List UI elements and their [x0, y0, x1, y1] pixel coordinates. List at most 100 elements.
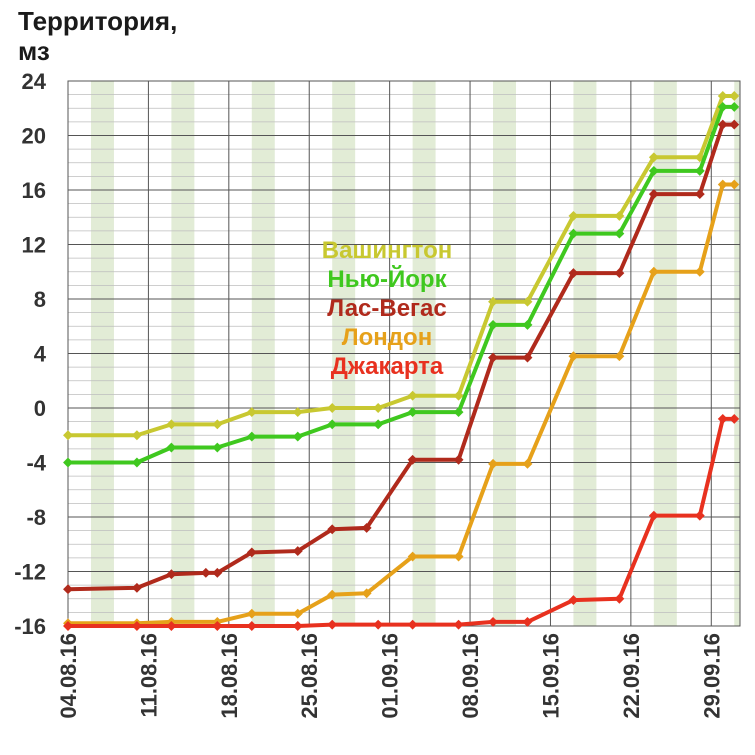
series-point-4 — [212, 621, 223, 631]
series-point-2 — [568, 268, 579, 279]
series-line-4 — [68, 416, 735, 628]
series-point-0 — [63, 430, 73, 441]
series-point-1 — [246, 431, 257, 442]
series-point-1 — [212, 442, 223, 453]
legend-item-london: Лондон — [341, 324, 433, 351]
x-tick-label: 15.09.16 — [538, 633, 563, 719]
series-point-2 — [212, 567, 223, 578]
series-point-4 — [729, 413, 740, 424]
series-point-4 — [246, 621, 257, 631]
series-point-0 — [568, 210, 579, 221]
series-point-1 — [648, 165, 659, 176]
series-point-4 — [614, 593, 625, 604]
legend: Вашингтон Нью-Йорк Лас-Вегас Лондон Джак… — [292, 236, 482, 381]
x-tick-label: 01.09.16 — [378, 633, 403, 719]
series-point-4 — [648, 510, 659, 521]
series-point-3 — [246, 608, 257, 619]
series-point-0 — [522, 296, 533, 307]
series-line-3 — [68, 182, 735, 626]
series-point-1 — [729, 101, 740, 112]
series-point-4 — [166, 621, 177, 631]
x-tick-label: 04.08.16 — [56, 633, 81, 719]
series-point-1 — [292, 431, 303, 442]
x-tick-label: 11.08.16 — [136, 633, 161, 717]
series-point-3 — [488, 458, 498, 469]
series-point-4 — [488, 616, 498, 627]
y-tick-label: 12 — [22, 233, 46, 258]
y-axis-title: Территория, мз — [18, 6, 177, 66]
series-point-4 — [63, 621, 73, 631]
y-tick-label: 16 — [22, 178, 46, 203]
series-point-2 — [63, 584, 73, 595]
series-point-1 — [373, 419, 384, 430]
series-point-0 — [453, 390, 464, 401]
series-point-3 — [694, 266, 705, 277]
series-point-4 — [522, 616, 533, 627]
x-tick-label: 18.08.16 — [217, 633, 242, 719]
series-point-3 — [361, 588, 372, 599]
series-point-0 — [407, 390, 418, 401]
series-point-4 — [327, 619, 338, 630]
series-point-2 — [648, 189, 659, 200]
series-point-0 — [373, 403, 384, 413]
series-point-2 — [522, 352, 533, 363]
series-point-3 — [717, 179, 728, 190]
series-point-0 — [614, 210, 625, 221]
series-point-1 — [131, 457, 142, 468]
series-point-1 — [63, 457, 73, 468]
series-point-2 — [488, 352, 498, 363]
series-point-1 — [166, 442, 177, 453]
series-point-0 — [488, 296, 498, 307]
series-point-0 — [327, 403, 338, 413]
series-point-0 — [648, 152, 659, 163]
y-tick-label: 24 — [22, 69, 47, 94]
series-point-3 — [522, 458, 533, 469]
series-point-1 — [717, 101, 728, 112]
series-point-3 — [729, 179, 740, 190]
series-point-0 — [729, 91, 740, 101]
series-point-4 — [292, 621, 303, 631]
series-point-0 — [717, 91, 728, 101]
x-tick-label: 25.08.16 — [297, 633, 322, 719]
series-point-1 — [694, 165, 705, 176]
series-point-1 — [327, 419, 338, 430]
x-tick-label: 22.09.16 — [619, 633, 644, 719]
series-point-4 — [568, 595, 579, 606]
series-point-1 — [453, 407, 464, 418]
series-point-2 — [361, 522, 372, 533]
series-point-1 — [522, 319, 533, 330]
legend-item-jakarta: Джакарта — [330, 353, 444, 380]
series-point-3 — [568, 351, 579, 362]
series-point-2 — [246, 547, 257, 558]
series-point-4 — [717, 413, 728, 424]
series-point-1 — [488, 319, 498, 330]
series-point-4 — [373, 619, 384, 630]
series-point-2 — [453, 454, 464, 465]
series-point-0 — [166, 419, 177, 430]
series-point-4 — [453, 619, 464, 630]
series-point-0 — [292, 407, 303, 418]
series-point-3 — [453, 551, 464, 562]
series-point-3 — [648, 266, 659, 277]
series-point-3 — [292, 608, 303, 619]
series-point-1 — [614, 228, 625, 239]
legend-item-washington: Вашингтон — [321, 237, 453, 264]
y-tick-label: 4 — [34, 342, 47, 367]
series-point-0 — [212, 419, 223, 430]
series-point-2 — [200, 567, 211, 578]
series-point-2 — [729, 119, 740, 130]
series-point-4 — [694, 510, 705, 521]
y-tick-label: -8 — [26, 505, 46, 530]
y-tick-label: 8 — [34, 287, 46, 312]
series-point-3 — [614, 351, 625, 362]
series-point-1 — [568, 228, 579, 239]
y-tick-label: 20 — [22, 124, 46, 149]
y-tick-label: -4 — [26, 451, 46, 476]
series-point-2 — [717, 119, 728, 130]
series-point-4 — [407, 619, 418, 630]
series-point-0 — [246, 407, 257, 418]
y-tick-label: -16 — [14, 614, 46, 639]
series-point-2 — [407, 454, 418, 465]
series-point-2 — [327, 524, 338, 535]
series-point-2 — [131, 582, 142, 593]
